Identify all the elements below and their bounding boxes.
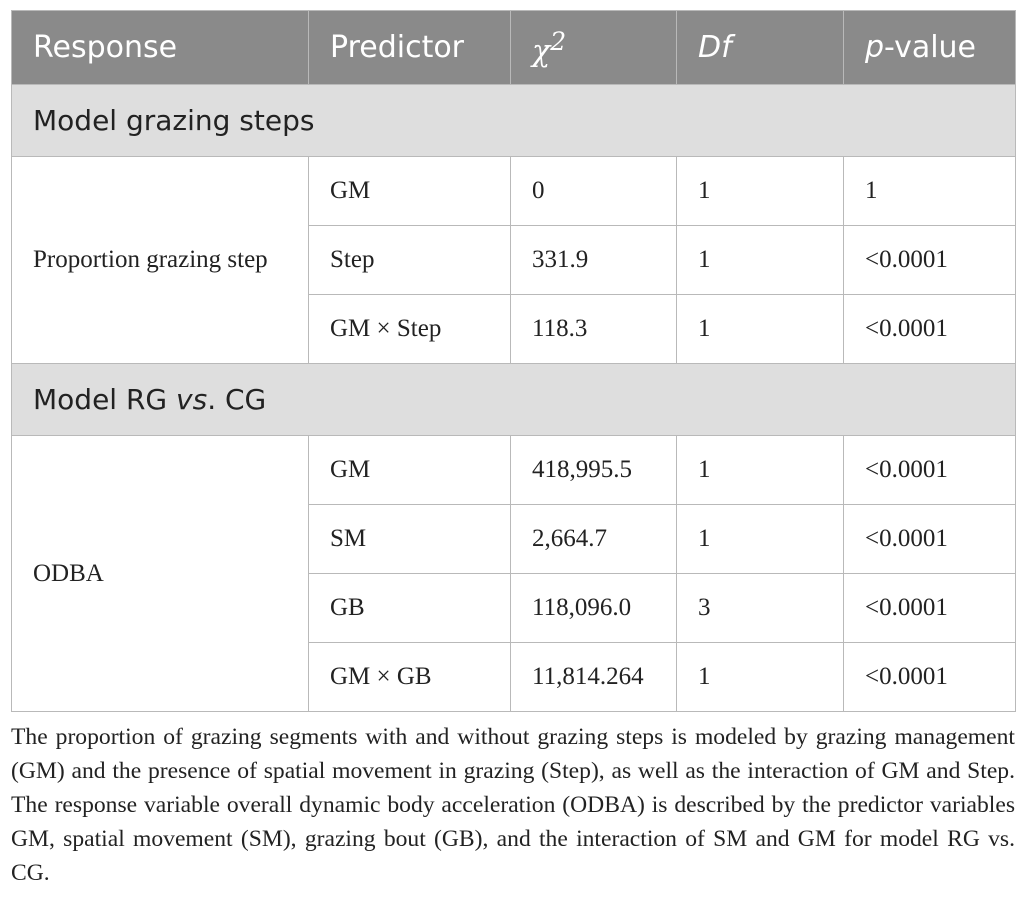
chi-superscript: 2 bbox=[550, 26, 567, 56]
p-cell: <0.0001 bbox=[843, 435, 1016, 505]
section-title: Model grazing steps bbox=[11, 84, 1016, 157]
df-cell: 1 bbox=[676, 504, 844, 574]
predictor-cell: GM bbox=[308, 435, 511, 505]
table-row: GM × GB 11,814.264 1 <0.0001 bbox=[12, 642, 1016, 712]
df-label: Df bbox=[698, 30, 732, 65]
table-caption: The proportion of grazing segments with … bbox=[11, 724, 1015, 886]
section-title: Model RG vs. CG bbox=[11, 363, 1016, 436]
df-cell: 1 bbox=[676, 156, 844, 226]
df-cell: 3 bbox=[676, 573, 844, 643]
chi2-cell: 331.9 bbox=[510, 225, 677, 295]
table-row: GB 118,096.0 3 <0.0001 bbox=[12, 573, 1016, 643]
table-row: Step 331.9 1 <0.0001 bbox=[12, 225, 1016, 295]
table-row: GM × Step 118.3 1 <0.0001 bbox=[12, 294, 1016, 364]
p-prefix: p bbox=[865, 30, 885, 65]
chi2-cell: 11,814.264 bbox=[510, 642, 677, 712]
predictor-cell: SM bbox=[308, 504, 511, 574]
chi2-cell: 0 bbox=[510, 156, 677, 226]
chi2-cell: 418,995.5 bbox=[510, 435, 677, 505]
section-row-rg-vs-cg: Model RG vs. CG bbox=[11, 363, 1016, 436]
chi-symbol: χ bbox=[532, 33, 551, 69]
response-cell: Proportion grazing step bbox=[11, 156, 309, 364]
p-cell: 1 bbox=[843, 156, 1016, 226]
header-response: Response bbox=[11, 10, 309, 85]
predictor-cell: GB bbox=[308, 573, 511, 643]
predictor-cell: Step bbox=[308, 225, 511, 295]
df-cell: 1 bbox=[676, 642, 844, 712]
table-row: Proportion grazing step GM 0 1 1 bbox=[11, 156, 1016, 364]
p-cell: <0.0001 bbox=[843, 225, 1016, 295]
df-cell: 1 bbox=[676, 225, 844, 295]
response-cell: ODBA bbox=[11, 435, 309, 712]
header-p-value: p-value bbox=[843, 10, 1016, 85]
p-suffix: -value bbox=[884, 30, 977, 65]
header-predictor: Predictor bbox=[308, 10, 511, 85]
predictor-cell: GM × Step bbox=[308, 294, 511, 364]
p-cell: <0.0001 bbox=[843, 504, 1016, 574]
table-row: SM 2,664.7 1 <0.0001 bbox=[12, 504, 1016, 574]
df-cell: 1 bbox=[676, 435, 844, 505]
header-df: Df bbox=[676, 10, 844, 85]
section-row-grazing-steps: Model grazing steps bbox=[11, 84, 1016, 157]
df-cell: 1 bbox=[676, 294, 844, 364]
predictor-cell: GM bbox=[308, 156, 511, 226]
header-chi-square: χ2 bbox=[510, 10, 677, 85]
chi2-cell: 118.3 bbox=[510, 294, 677, 364]
table-container: Response Predictor χ2 Df p-value Model g… bbox=[11, 10, 1016, 712]
p-cell: <0.0001 bbox=[843, 642, 1016, 712]
header-row: Response Predictor χ2 Df p-value bbox=[11, 10, 1016, 85]
results-table: Response Predictor χ2 Df p-value Model g… bbox=[11, 10, 1016, 712]
chi2-cell: 2,664.7 bbox=[510, 504, 677, 574]
p-cell: <0.0001 bbox=[843, 294, 1016, 364]
p-cell: <0.0001 bbox=[843, 573, 1016, 643]
predictor-cell: GM × GB bbox=[308, 642, 511, 712]
table-row: ODBA GM 418,995.5 1 <0.0001 bbox=[11, 435, 1016, 712]
chi2-cell: 118,096.0 bbox=[510, 573, 677, 643]
